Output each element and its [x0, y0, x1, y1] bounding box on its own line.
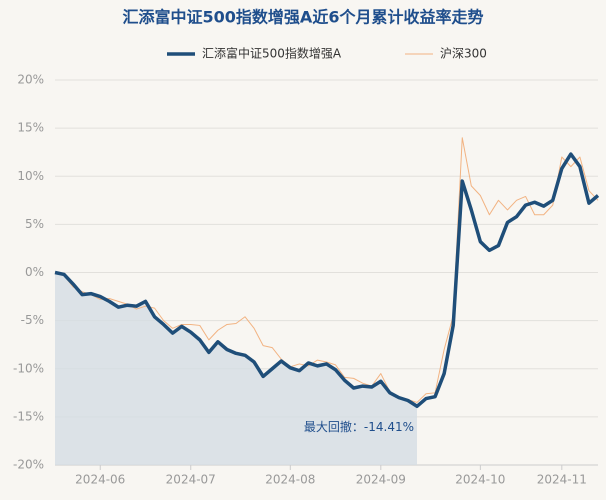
- y-tick-label: -20%: [13, 458, 44, 472]
- x-tick-label: 2024-10: [455, 473, 505, 487]
- x-tick-label: 2024-06: [75, 473, 125, 487]
- y-tick-label: 0%: [25, 265, 44, 279]
- y-tick-label: 10%: [17, 169, 44, 183]
- y-tick-label: -10%: [13, 361, 44, 375]
- legend-label: 沪深300: [440, 47, 487, 61]
- x-tick-label: 2024-07: [166, 473, 216, 487]
- x-tick-label: 2024-08: [265, 473, 315, 487]
- x-tick-label: 2024-11: [537, 473, 587, 487]
- chart-title: 汇添富中证500指数增强A近6个月累计收益率走势: [123, 8, 484, 27]
- y-tick-label: 5%: [25, 217, 44, 231]
- y-tick-label: -5%: [21, 313, 44, 327]
- drawdown-area: [55, 272, 417, 465]
- y-tick-label: -15%: [13, 409, 44, 423]
- x-tick-label: 2024-09: [356, 473, 406, 487]
- series-line: [54, 137, 599, 403]
- legend-label: 汇添富中证500指数增强A: [202, 46, 342, 61]
- y-tick-label: 15%: [17, 121, 44, 135]
- y-tick-label: 20%: [17, 73, 44, 87]
- series-line: [54, 152, 600, 409]
- drawdown-label: 最大回撤：-14.41%: [304, 419, 414, 434]
